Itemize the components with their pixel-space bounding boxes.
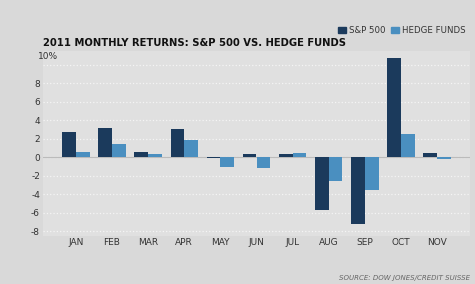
Bar (112, 144, 126, 157)
Bar (134, 152, 148, 157)
Text: SOURCE: DOW JONES/CREDIT SUISSE: SOURCE: DOW JONES/CREDIT SUISSE (339, 275, 470, 281)
Bar (329, 157, 342, 181)
Text: 2011 MONTHLY RETURNS: S&P 500 VS. HEDGE FUNDS: 2011 MONTHLY RETURNS: S&P 500 VS. HEDGE … (43, 37, 346, 47)
Bar (62, 132, 76, 157)
Bar (279, 154, 293, 157)
Bar (315, 157, 329, 210)
Bar (351, 157, 365, 224)
Text: 10%: 10% (38, 52, 58, 61)
Bar (76, 152, 90, 157)
Bar (293, 153, 306, 157)
Bar (207, 157, 220, 158)
Bar (220, 157, 234, 167)
Bar (401, 134, 415, 157)
Bar (98, 128, 112, 157)
Bar (256, 157, 270, 168)
Bar (148, 154, 162, 157)
Bar (171, 129, 184, 157)
Bar (423, 153, 437, 157)
Bar (437, 157, 451, 159)
Bar (365, 157, 379, 191)
Bar (184, 140, 198, 157)
Bar (243, 154, 256, 157)
Legend: S&P 500, HEDGE FUNDS: S&P 500, HEDGE FUNDS (338, 26, 466, 35)
Bar (387, 58, 401, 157)
